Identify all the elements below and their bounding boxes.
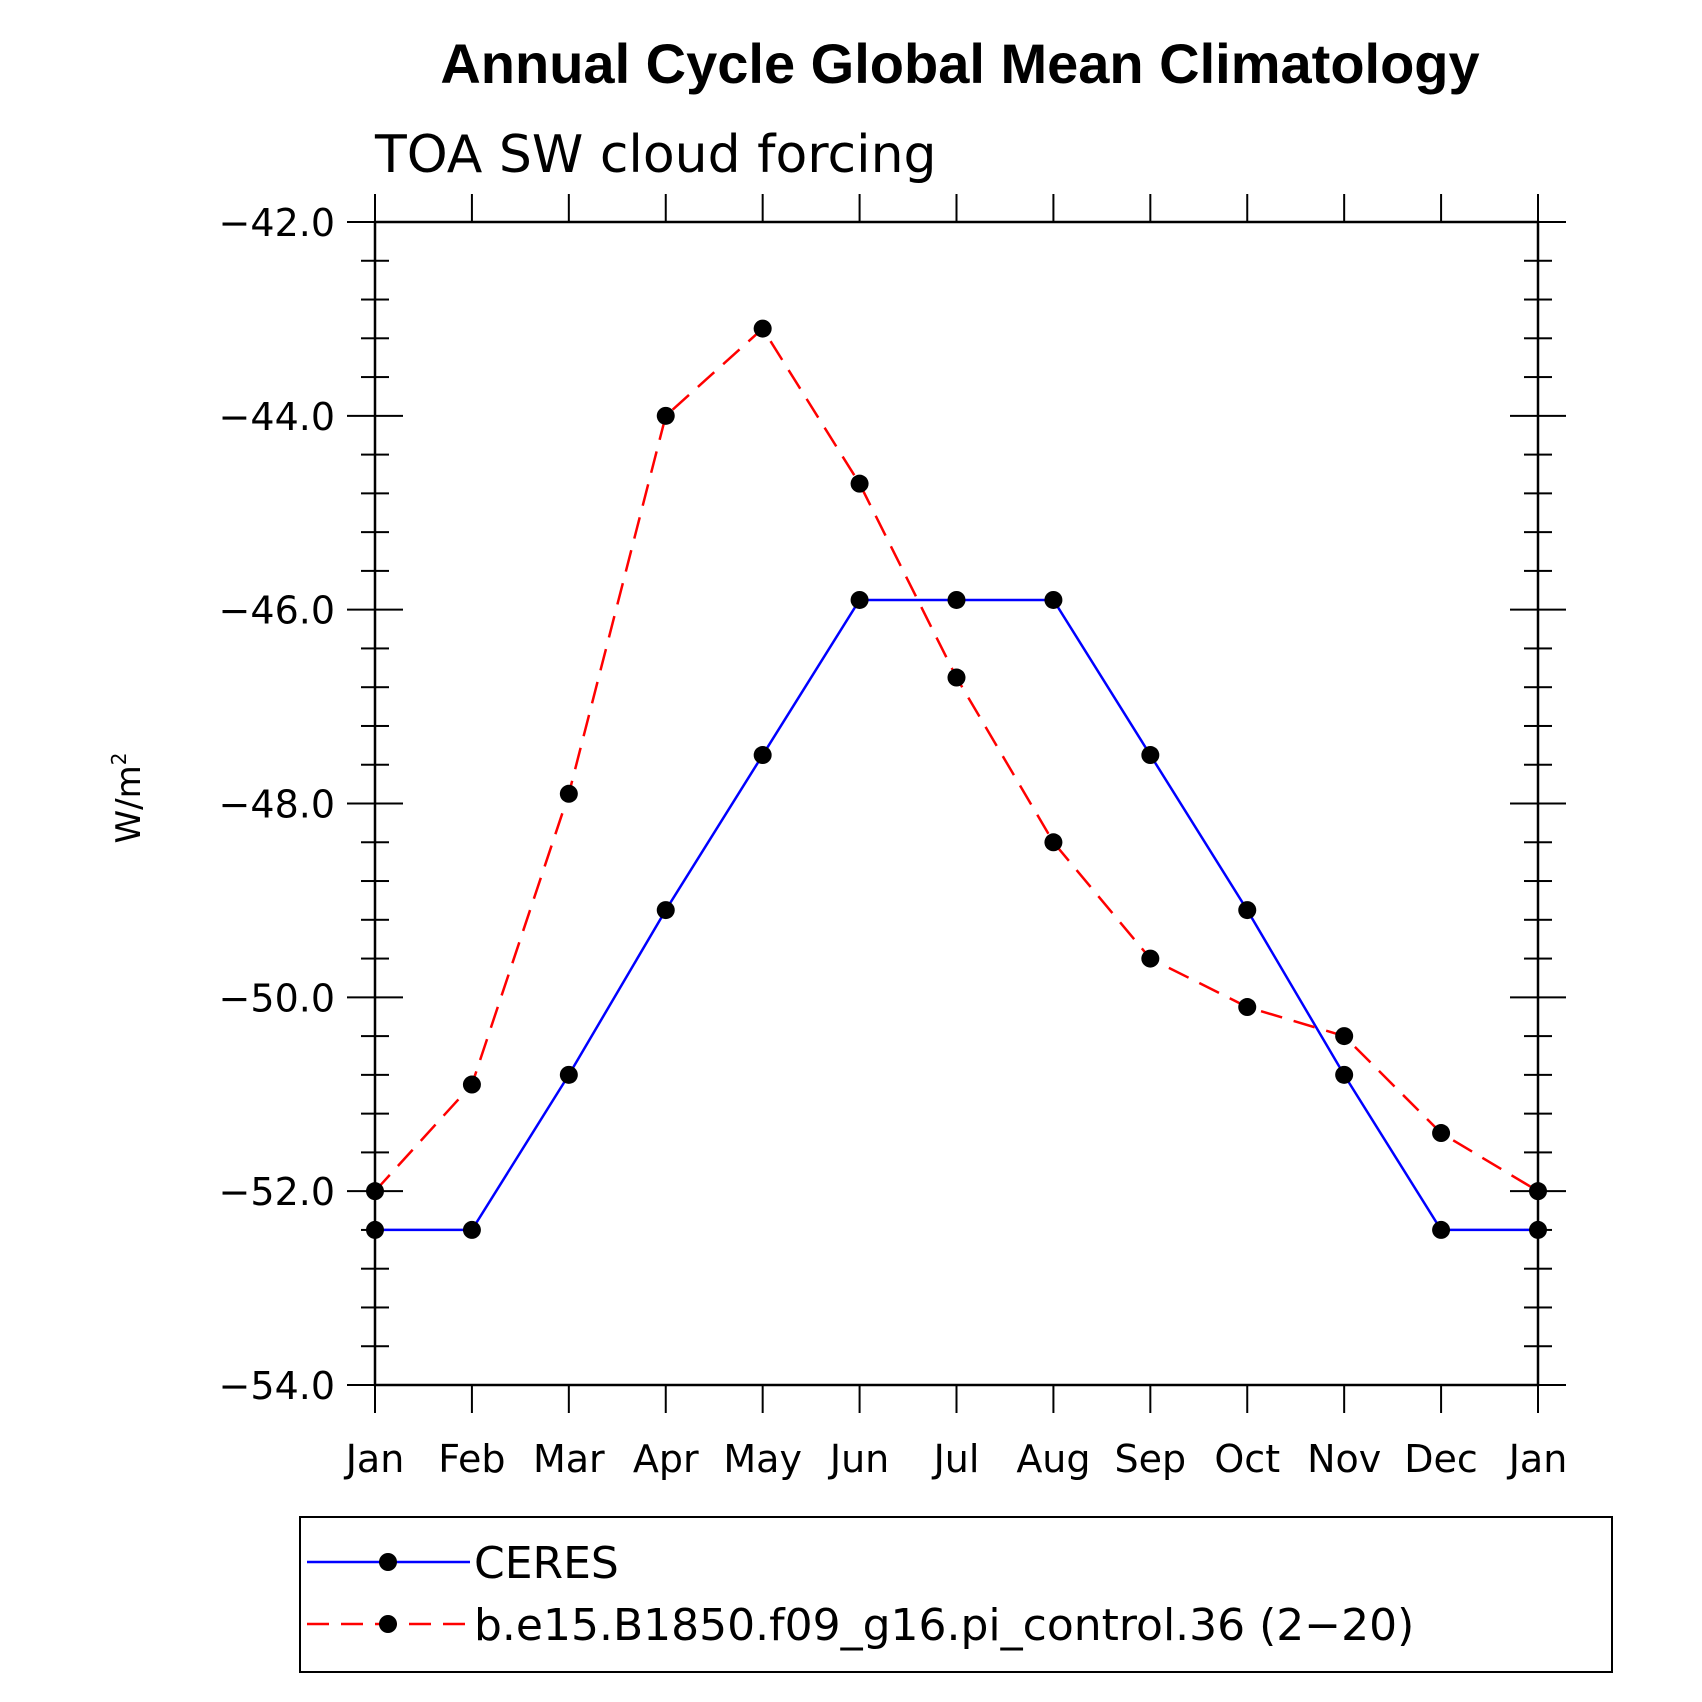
y-axis-label-group: W/m2 (107, 753, 149, 844)
legend: CERES b.e15.B1850.f09_g16.pi_control.36 … (299, 1516, 1613, 1673)
series-line (374, 326, 1539, 1193)
data-point (656, 406, 675, 425)
y-axis-ticks (347, 221, 1566, 1386)
plot-border (373, 220, 1540, 1387)
x-tick-label: Jan (344, 1437, 405, 1481)
y-tick-label: −42.0 (219, 201, 335, 245)
legend-marker-ceres (379, 1553, 397, 1571)
y-axis-label-main: W/m (109, 765, 149, 843)
x-tick-label: Nov (1307, 1437, 1381, 1481)
y-axis-tick-labels: −42.0 −44.0 −46.0 −48.0 −50.0 −52.0 −54.0 (219, 201, 335, 1408)
legend-marker-model (379, 1615, 397, 1633)
data-point (462, 1220, 481, 1239)
data-point (656, 901, 675, 920)
y-axis-label: W/m2 (107, 753, 149, 844)
x-tick-label: Mar (533, 1437, 605, 1481)
data-point (850, 590, 869, 609)
x-tick-label: Feb (438, 1437, 505, 1481)
y-tick-label: −48.0 (219, 783, 335, 827)
data-point (753, 746, 772, 765)
series-ceres (366, 590, 1547, 1239)
series-line (375, 598, 1538, 1232)
x-tick-label: Sep (1115, 1437, 1187, 1481)
x-tick-label: Jan (1507, 1437, 1568, 1481)
plot-frame (373, 220, 1540, 1387)
legend-box (299, 1516, 1613, 1673)
data-point (1432, 1124, 1451, 1143)
data-point (947, 590, 966, 609)
x-tick-label: Jul (932, 1437, 980, 1481)
data-point (1529, 1220, 1547, 1239)
y-axis-label-superscript: 2 (107, 753, 131, 766)
data-point (753, 319, 772, 338)
x-tick-label: Jun (828, 1437, 889, 1481)
data-point (1141, 949, 1160, 968)
legend-label-model: b.e15.B1850.f09_g16.pi_control.36 (2−20) (474, 1600, 1414, 1651)
y-tick-label: −50.0 (219, 976, 335, 1020)
data-point (559, 784, 578, 803)
data-point (850, 474, 869, 493)
data-point (947, 668, 966, 687)
x-axis-ticks (374, 194, 1539, 1413)
x-axis-tick-labels: Jan Feb Mar Apr May Jun Jul Aug Sep Oct Nov Dec Jan (344, 1437, 1568, 1481)
x-tick-label: Dec (1404, 1437, 1478, 1481)
data-point (1335, 1065, 1354, 1084)
series-model (366, 319, 1547, 1201)
data-point (1238, 998, 1257, 1017)
chart-subtitle: TOA SW cloud forcing (374, 125, 937, 185)
data-point (366, 1220, 384, 1239)
data-point (1335, 1027, 1354, 1046)
y-tick-label: −46.0 (219, 589, 335, 633)
data-point (1238, 901, 1257, 920)
x-tick-label: May (723, 1437, 802, 1481)
y-tick-label: −52.0 (219, 1170, 335, 1214)
data-point (366, 1182, 384, 1201)
data-point (1044, 833, 1063, 852)
chart-title: Annual Cycle Global Mean Climatology (440, 32, 1479, 95)
x-tick-label: Aug (1016, 1437, 1090, 1481)
y-tick-label: −54.0 (219, 1364, 335, 1408)
series-layer (366, 319, 1547, 1239)
x-tick-label: Oct (1214, 1437, 1280, 1481)
data-point (559, 1065, 578, 1084)
legend-label-ceres: CERES (474, 1538, 619, 1589)
data-point (1529, 1182, 1547, 1201)
data-point (462, 1075, 481, 1094)
data-point (1432, 1220, 1451, 1239)
data-point (1044, 590, 1063, 609)
data-point (1141, 746, 1160, 765)
x-tick-label: Apr (633, 1437, 699, 1481)
y-tick-label: −44.0 (219, 395, 335, 439)
